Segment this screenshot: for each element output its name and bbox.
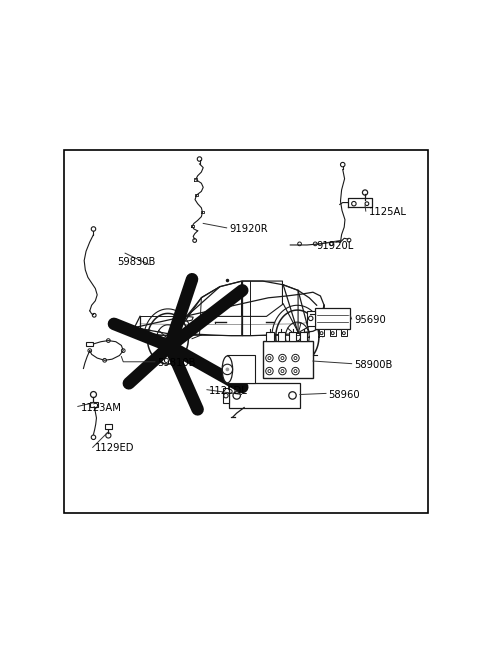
FancyBboxPatch shape — [86, 342, 94, 346]
Text: 1123AM: 1123AM — [81, 403, 121, 413]
FancyBboxPatch shape — [300, 333, 307, 340]
Text: 1125DL: 1125DL — [209, 386, 248, 396]
Circle shape — [226, 367, 229, 371]
FancyBboxPatch shape — [330, 329, 336, 336]
Text: 59830B: 59830B — [118, 257, 156, 268]
Text: 58900B: 58900B — [354, 359, 392, 370]
Text: 59810B: 59810B — [156, 358, 195, 368]
FancyBboxPatch shape — [266, 333, 274, 340]
FancyBboxPatch shape — [228, 356, 255, 383]
FancyBboxPatch shape — [277, 333, 285, 340]
FancyBboxPatch shape — [105, 424, 112, 429]
Text: 58960: 58960 — [328, 390, 360, 400]
Text: 1129ED: 1129ED — [96, 443, 135, 453]
Text: 1125AL: 1125AL — [369, 207, 407, 217]
FancyBboxPatch shape — [229, 383, 300, 407]
FancyBboxPatch shape — [90, 402, 98, 407]
Ellipse shape — [222, 356, 233, 383]
FancyBboxPatch shape — [307, 310, 315, 326]
FancyBboxPatch shape — [341, 329, 347, 336]
Text: 95690: 95690 — [354, 315, 385, 325]
FancyBboxPatch shape — [223, 388, 229, 403]
FancyBboxPatch shape — [263, 340, 313, 378]
Text: 91920L: 91920L — [317, 241, 354, 251]
FancyBboxPatch shape — [315, 308, 350, 329]
FancyBboxPatch shape — [289, 333, 296, 340]
FancyBboxPatch shape — [319, 329, 324, 336]
Text: 91920R: 91920R — [229, 224, 268, 234]
